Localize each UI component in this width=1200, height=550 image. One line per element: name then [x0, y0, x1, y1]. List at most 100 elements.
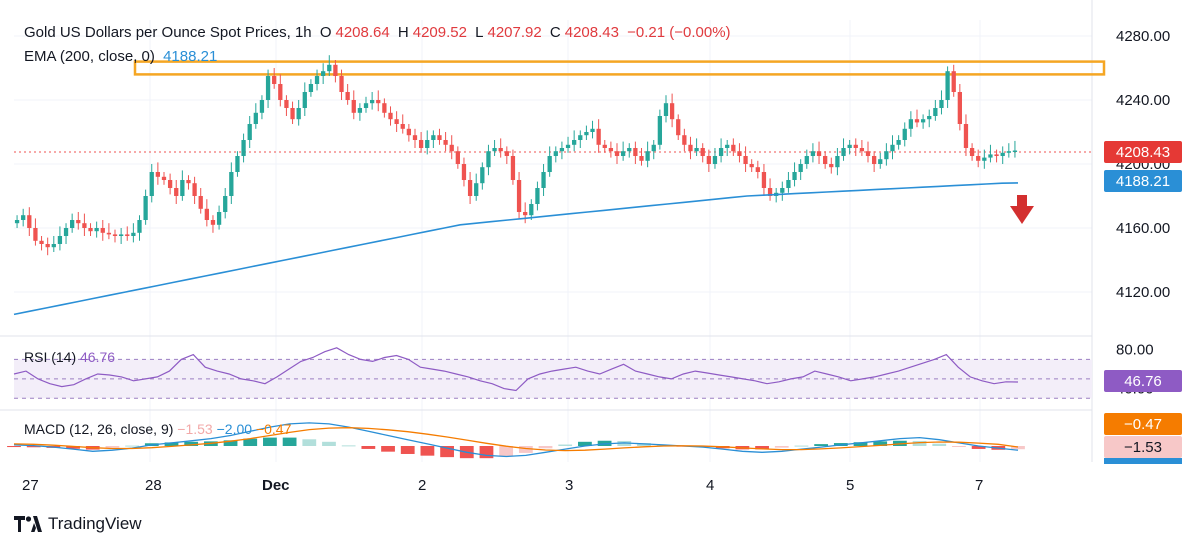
candle [780, 188, 785, 193]
time-tick-label: Dec [262, 477, 290, 494]
candle [112, 234, 118, 236]
macd-hist-value: −1.53 [177, 421, 213, 437]
candle [70, 220, 75, 228]
candle [443, 140, 448, 145]
macd-legend: MACD (12, 26, close, 9) −1.53 −2.00 −0.4… [24, 421, 291, 437]
candle [516, 180, 522, 212]
candle [467, 180, 473, 196]
candle [253, 112, 258, 124]
time-tick-label: 4 [706, 477, 714, 494]
macd-bar [971, 446, 986, 449]
candle [149, 172, 154, 196]
candle [651, 144, 656, 152]
candle [486, 151, 491, 168]
rsi-line [13, 347, 1019, 392]
macd-bar [420, 446, 435, 456]
macd-bar [263, 437, 277, 446]
candle [76, 220, 81, 224]
candle [523, 212, 528, 216]
macd-bar [853, 442, 868, 446]
candle [474, 183, 479, 196]
candle [296, 108, 301, 120]
candle [945, 71, 950, 100]
macd-bar [755, 446, 769, 450]
candle [412, 135, 418, 140]
macd-bar [302, 439, 317, 446]
candle [896, 140, 901, 145]
candle [737, 151, 742, 156]
price-tick-label: 4280.00 [1116, 28, 1170, 45]
chart-header: Gold US Dollars per Ounce Spot Prices, 1… [24, 24, 731, 41]
candle [878, 159, 883, 164]
candle [535, 188, 540, 204]
candle [284, 100, 289, 108]
candle [663, 103, 669, 116]
tradingview-logo[interactable]: TradingView [14, 514, 142, 534]
candle [645, 151, 650, 161]
candle [106, 232, 112, 235]
candle [235, 156, 240, 172]
macd-bar [322, 441, 336, 446]
candle [125, 234, 130, 236]
candle [1000, 152, 1005, 156]
macd-bar [814, 444, 829, 446]
candle [847, 144, 852, 148]
candle [553, 151, 558, 156]
candle [547, 156, 552, 172]
time-tick-label: 2 [418, 477, 426, 494]
signal-tag: −0.47 [1104, 413, 1182, 435]
candle [755, 167, 760, 172]
candle [688, 144, 693, 152]
candle [816, 151, 822, 156]
candle [198, 196, 203, 209]
candle [345, 92, 350, 100]
candle [890, 144, 895, 152]
resistance-zone [133, 60, 1106, 76]
candle [278, 84, 283, 100]
candle [498, 148, 503, 152]
high-value: 4209.52 [412, 24, 467, 41]
macd-bar [873, 441, 888, 446]
price-tick-label: 4120.00 [1116, 284, 1170, 301]
candle [963, 124, 969, 148]
candle [676, 119, 681, 136]
candle [565, 144, 571, 148]
candle [369, 100, 375, 104]
macd-bar [26, 446, 41, 448]
close-value: 4208.43 [564, 24, 619, 41]
price-axis: 4280.004240.004200.004160.004120.0080.00… [1116, 28, 1170, 398]
macd-bar [479, 446, 494, 459]
candle [82, 223, 87, 228]
signal-line [13, 427, 1019, 452]
candle [223, 196, 228, 212]
candle [1006, 151, 1011, 153]
macd-bar [774, 446, 789, 448]
macd-bar [184, 441, 199, 446]
macd-bar [932, 443, 947, 446]
candle [455, 151, 460, 164]
chart-grid [0, 0, 1093, 462]
candle [406, 128, 412, 136]
candle [241, 140, 246, 156]
time-tick-label: 7 [975, 477, 983, 494]
candle [94, 228, 99, 232]
candle [657, 116, 663, 145]
candle [39, 240, 44, 244]
candle [321, 71, 326, 76]
candle [161, 176, 167, 180]
ema-legend: EMA (200, close, 0) 4188.21 [24, 48, 221, 65]
candle [902, 128, 907, 140]
ema-label: EMA (200, close, 0) [24, 48, 155, 65]
candle [639, 156, 644, 161]
candle [994, 154, 999, 156]
ema-price-tag: 4188.21 [1104, 170, 1182, 192]
candle [694, 148, 699, 152]
candle [786, 180, 791, 188]
candle [88, 228, 93, 232]
candle [798, 164, 803, 172]
candle [792, 172, 797, 180]
rsi-panel [14, 358, 1092, 399]
tradingview-icon [14, 516, 42, 532]
symbol-title: Gold US Dollars per Ounce Spot Prices, 1… [24, 24, 312, 41]
